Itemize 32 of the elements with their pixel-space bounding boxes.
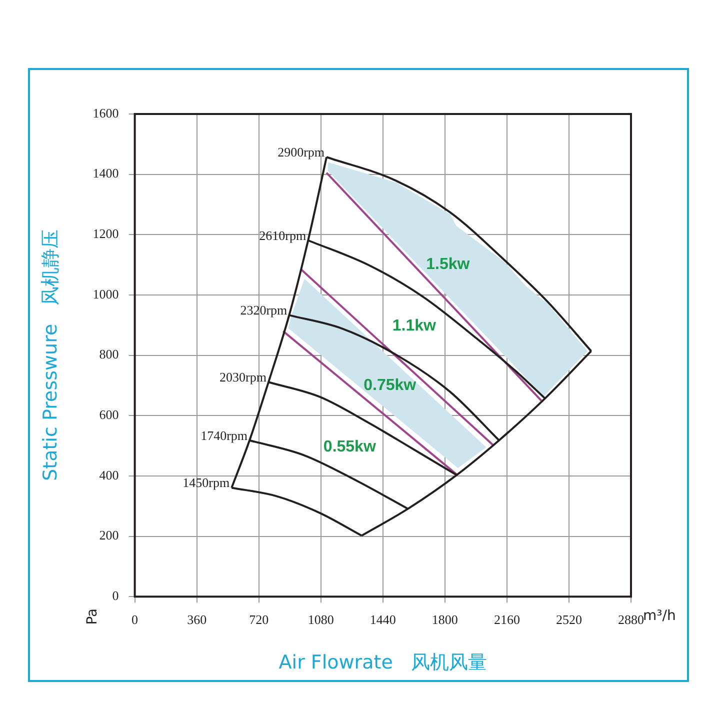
x-tick-label: 2520	[556, 612, 582, 627]
series-label: 2030rpm	[220, 370, 266, 385]
x-tick-label: 360	[187, 612, 207, 627]
y-tick-label: 800	[99, 346, 119, 362]
annotation: 0.75kw	[364, 377, 417, 394]
annotation: 1.5kw	[426, 256, 470, 273]
series-label: 2900rpm	[278, 144, 325, 160]
x-tick-label: 1800	[432, 612, 458, 627]
y-tick-label: 400	[99, 467, 119, 482]
text: m³/h	[643, 608, 676, 624]
y-tick-label: 0	[112, 588, 119, 604]
y-tick-label: 1200	[92, 226, 119, 242]
y-tick-label: 1000	[92, 286, 119, 302]
annotation: 0.55kw	[323, 438, 376, 456]
x-tick-label: 2160	[494, 612, 520, 627]
y-tick-label: 600	[99, 407, 119, 422]
x-axis-title: Air Flowrate 风机风量	[278, 652, 488, 674]
annotation: 1.1kw	[392, 317, 437, 334]
x-tick-label: 0	[132, 612, 138, 627]
series-label: 1450rpm	[182, 475, 230, 490]
y-tick-label: 200	[99, 528, 119, 543]
x-tick-label: 720	[249, 612, 269, 627]
y-tick-label: 1600	[92, 105, 119, 120]
series-label: 2320rpm	[240, 302, 288, 318]
y-axis-title: Static Presswure 风机静压	[39, 230, 62, 481]
x-tick-label: 1080	[308, 612, 334, 627]
series-label: 1740rpm	[200, 428, 248, 443]
x-tick-label: 1440	[370, 612, 396, 627]
x-tick-label: 2880	[618, 612, 644, 627]
series-label: 2610rpm	[259, 228, 306, 243]
text: Pa	[84, 608, 100, 625]
y-tick-label: 1400	[92, 166, 119, 181]
